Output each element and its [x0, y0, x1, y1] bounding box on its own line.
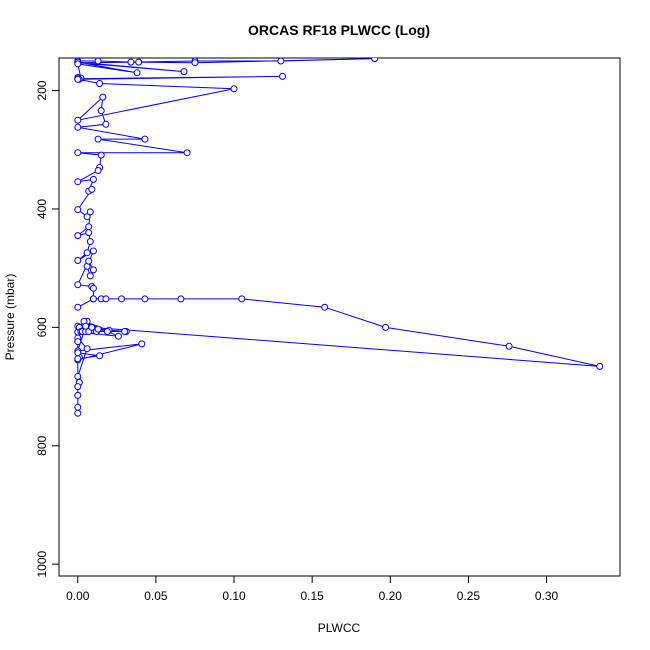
data-point: [74, 60, 82, 68]
data-point: [74, 355, 82, 363]
data-point: [74, 338, 82, 346]
data-point: [141, 135, 149, 143]
data-point: [183, 149, 191, 157]
x-tick-label: 0.10: [222, 589, 246, 603]
data-point: [88, 323, 96, 331]
data-point: [74, 178, 82, 186]
data-point: [230, 85, 238, 93]
data-point: [83, 345, 91, 353]
data-point: [74, 232, 82, 240]
x-axis-label: PLWCC: [318, 621, 361, 635]
data-point: [74, 149, 82, 157]
data-point: [133, 69, 141, 77]
data-point: [86, 208, 94, 216]
data-point: [505, 342, 513, 350]
series-layer: [74, 58, 604, 417]
data-point: [118, 295, 125, 303]
y-tick-label: 400: [35, 199, 49, 219]
data-point: [191, 59, 199, 67]
data-point: [277, 58, 285, 65]
data-point: [177, 295, 185, 303]
series-line: [76, 58, 600, 414]
y-tick-label: 600: [35, 317, 49, 337]
x-axis: 0.00 0.05 0.10 0.15 0.20 0.25 0.30: [66, 575, 559, 603]
data-point: [74, 206, 82, 214]
data-point: [74, 373, 82, 380]
data-point: [103, 328, 111, 335]
data-point: [180, 68, 188, 76]
data-point: [321, 303, 329, 311]
data-point: [74, 257, 82, 264]
data-point: [85, 257, 93, 265]
x-tick-label: 0.30: [535, 589, 559, 603]
data-point: [86, 272, 94, 280]
data-point: [97, 107, 105, 115]
data-point: [74, 349, 82, 357]
data-point: [102, 295, 110, 303]
data-point: [85, 229, 93, 237]
plot-frame: [58, 57, 621, 577]
data-point: [74, 383, 82, 391]
y-tick-label: 200: [35, 80, 49, 100]
data-point: [94, 58, 102, 65]
data-point: [74, 409, 82, 417]
x-tick-label: 0.15: [300, 589, 324, 603]
data-point: [74, 75, 82, 83]
data-point: [96, 352, 104, 360]
data-point: [279, 72, 286, 80]
data-point: [382, 323, 390, 331]
data-point: [99, 93, 107, 101]
data-point: [74, 391, 82, 399]
data-point: [89, 284, 97, 292]
x-tick-label: 0.25: [457, 589, 481, 603]
data-point: [97, 151, 105, 159]
data-point: [83, 249, 91, 257]
data-point: [138, 340, 146, 348]
data-point: [96, 80, 104, 87]
x-tick-label: 0.05: [144, 589, 168, 603]
data-point: [89, 266, 97, 274]
data-point: [89, 175, 97, 183]
data-point: [94, 325, 102, 333]
data-point: [371, 58, 379, 63]
data-point: [74, 403, 82, 411]
data-point: [238, 295, 246, 303]
x-tick-label: 0.20: [379, 589, 403, 603]
data-point: [114, 332, 122, 340]
data-point: [88, 185, 96, 193]
y-tick-label: 1000: [35, 550, 49, 577]
chart-title: ORCAS RF18 PLWCC (Log): [248, 22, 430, 38]
data-point: [74, 281, 82, 289]
data-point: [89, 295, 97, 303]
data-point: [82, 322, 90, 330]
data-point: [127, 58, 135, 66]
data-point: [89, 247, 97, 255]
y-tick-label: 800: [35, 435, 49, 455]
data-point: [85, 223, 93, 231]
data-point: [596, 362, 604, 370]
data-point: [94, 135, 102, 143]
data-point: [74, 123, 82, 131]
data-point: [94, 167, 102, 174]
data-point: [74, 116, 82, 124]
data-point: [83, 213, 91, 221]
data-point: [141, 295, 149, 303]
data-point: [121, 328, 129, 335]
data-point: [74, 303, 82, 311]
x-tick-label: 0.00: [66, 589, 90, 603]
data-point: [86, 238, 94, 245]
y-axis: 200 400 600 800 1000: [35, 80, 60, 578]
data-point: [102, 120, 110, 128]
y-axis-label: Pressure (mbar): [3, 274, 17, 361]
data-point: [135, 58, 143, 66]
